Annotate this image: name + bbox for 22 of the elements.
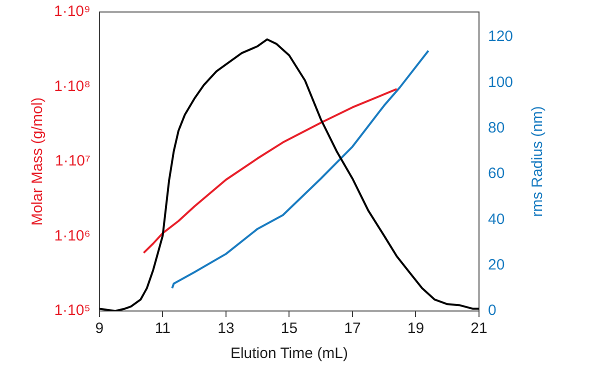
y2-tick-label: 100 [488,74,514,91]
y-axis-title: Molar Mass (g/mol) [29,97,46,226]
y-tick-label: 1·10⁵ [54,302,90,320]
x-tick-label: 21 [470,320,488,338]
x-tick-label: 13 [218,320,234,338]
y-tick-label: 1·10⁶ [54,227,90,244]
y2-tick-label: 40 [488,210,505,228]
y2-tick-label: 80 [488,120,505,137]
x-tick-label: 15 [280,320,298,338]
x-tick-label: 9 [95,320,104,338]
x-tick-label: 17 [344,320,361,338]
x-axis-title: Elution Time (mL) [230,345,348,362]
y2-tick-label: 20 [488,256,505,274]
y2-axis-title: rms Radius (nm) [529,106,546,217]
x-tick-label: 11 [154,320,170,338]
y-tick-label: 1·10⁹ [54,3,90,20]
y-tick-label: 1·10⁸ [54,78,90,95]
y2-tick-label: 60 [488,165,505,182]
y2-tick-label: 0 [488,302,496,320]
y-tick-label: 1·10⁷ [54,152,90,170]
x-tick-label: 19 [407,320,424,338]
y2-tick-label: 120 [488,28,514,46]
